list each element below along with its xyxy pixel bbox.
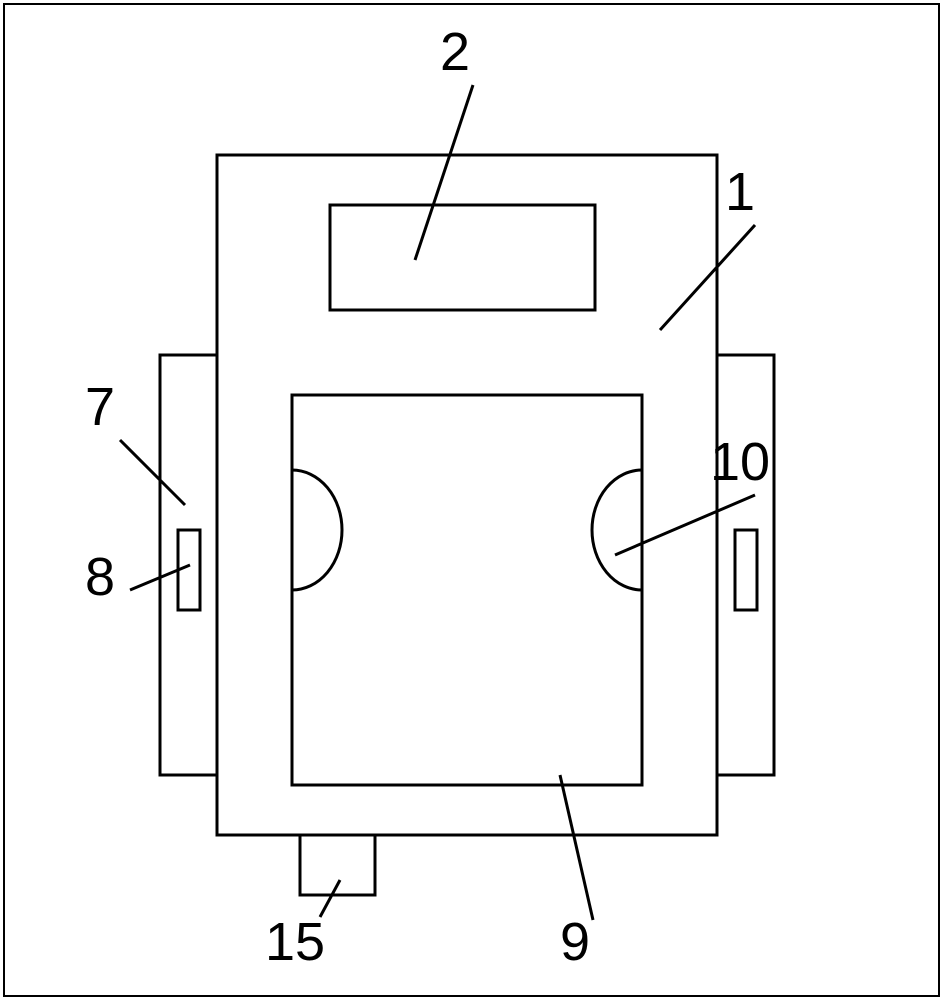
callout-label-7: 7 [85, 377, 115, 437]
callout-label-10: 10 [710, 432, 770, 492]
callout-line-9 [560, 775, 593, 920]
grip-left [292, 470, 342, 590]
page-frame [4, 4, 939, 996]
callout-label-2: 2 [440, 22, 470, 82]
inner-window [292, 395, 642, 785]
side-panel-right [717, 355, 774, 775]
callout-label-15: 15 [265, 912, 325, 972]
callout-label-9: 9 [560, 912, 590, 972]
callout-line-1 [660, 225, 755, 330]
callout-label-8: 8 [85, 547, 115, 607]
grip-right [592, 470, 642, 590]
callout-line-7 [120, 440, 185, 505]
side-slot-right [735, 530, 757, 610]
top-panel [330, 205, 595, 310]
callout-line-2 [415, 85, 473, 260]
callout-label-1: 1 [725, 162, 755, 222]
